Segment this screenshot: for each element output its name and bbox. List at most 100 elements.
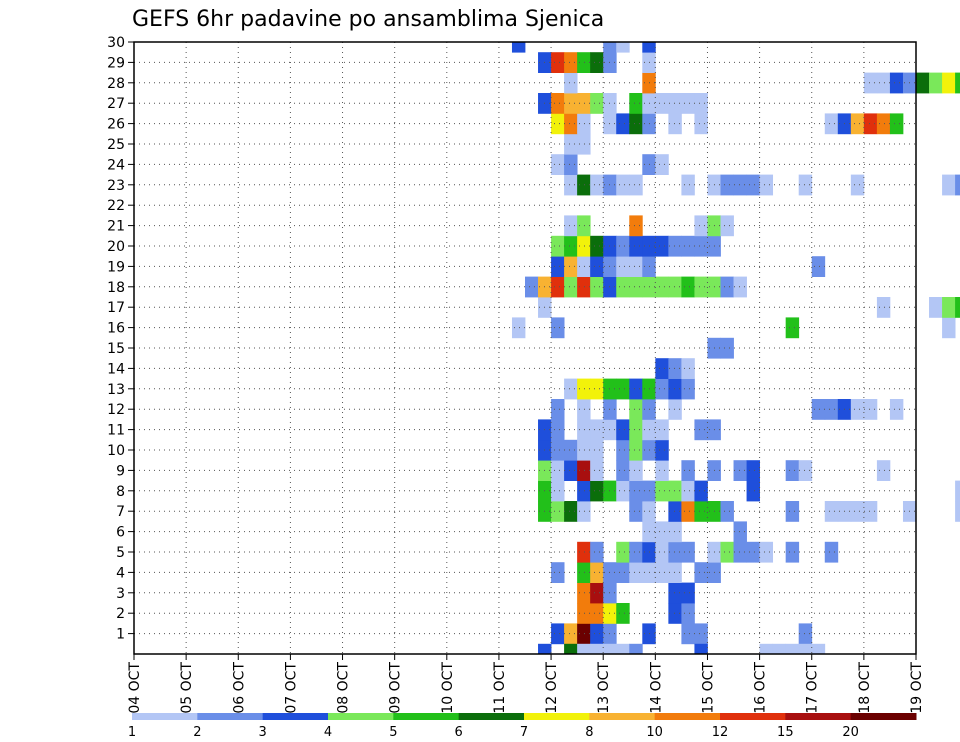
- heatmap-cell: [551, 235, 565, 257]
- heatmap-cell: [668, 358, 682, 379]
- heatmap-cell: [629, 460, 643, 481]
- heatmap-cell: [616, 276, 630, 298]
- heatmap-cell: [681, 358, 695, 379]
- heatmap-cell: [655, 276, 669, 298]
- colorbar-label: 15: [777, 725, 794, 740]
- heatmap-cell: [668, 521, 682, 543]
- heatmap-cell: [616, 439, 630, 461]
- colorbar-swatch: [785, 713, 852, 720]
- heatmap-cell: [551, 93, 565, 114]
- heatmap-cell: [655, 480, 669, 502]
- heatmap-cell: [955, 297, 960, 318]
- heatmap-cell: [746, 541, 760, 563]
- heatmap-cell: [590, 52, 604, 73]
- heatmap-cell: [551, 317, 565, 339]
- heatmap-cell: [720, 337, 734, 359]
- heatmap-cell: [590, 623, 604, 645]
- y-tick-label: 25: [107, 137, 125, 153]
- heatmap-cell: [590, 603, 604, 624]
- heatmap-cell: [577, 541, 591, 563]
- heatmap-cell: [590, 174, 604, 196]
- heatmap-cell: [577, 113, 591, 135]
- heatmap-cell: [785, 643, 800, 655]
- colorbar-swatch: [524, 713, 590, 720]
- heatmap-cell: [668, 378, 682, 400]
- heatmap-cell: [720, 174, 734, 196]
- heatmap-cell: [876, 72, 891, 94]
- heatmap-cell: [564, 501, 578, 522]
- heatmap-cell: [564, 52, 578, 73]
- heatmap-cell: [564, 439, 578, 461]
- heatmap-cell: [511, 317, 526, 339]
- heatmap-cell: [616, 378, 630, 400]
- heatmap-cell: [577, 235, 591, 257]
- heatmap-cell: [577, 378, 591, 400]
- heatmap-cell: [668, 582, 682, 604]
- heatmap-cell: [694, 643, 708, 655]
- heatmap-cell: [759, 174, 774, 196]
- y-tick-label: 14: [107, 361, 125, 377]
- y-tick-label: 20: [107, 239, 125, 255]
- heatmap-cell: [616, 235, 630, 257]
- colorbar-swatch: [654, 713, 721, 720]
- heatmap-cell: [551, 399, 565, 420]
- heatmap-cell: [564, 643, 578, 655]
- heatmap-cell: [564, 623, 578, 645]
- heatmap-cell: [681, 623, 695, 645]
- y-tick-label: 16: [107, 321, 125, 337]
- colorbar: 1 2 3 4 5 6 7 8 10 12 15 20: [128, 713, 917, 740]
- heatmap-cell: [551, 256, 565, 277]
- heatmap-cell: [655, 419, 669, 441]
- y-tick-label: 18: [107, 280, 125, 296]
- heatmap-cell: [798, 174, 813, 196]
- heatmap-cell: [616, 603, 630, 624]
- heatmap-cell: [876, 297, 891, 318]
- heatmap-cell: [929, 72, 943, 94]
- heatmap-cell: [655, 460, 669, 481]
- y-tick-label: 3: [116, 586, 125, 602]
- heatmap-cell: [577, 623, 591, 645]
- heatmap-cell: [850, 399, 865, 420]
- y-tick-label: 27: [107, 96, 125, 112]
- heatmap-cell: [616, 419, 630, 441]
- heatmap-cell: [629, 235, 643, 257]
- heatmap-cell: [551, 562, 565, 583]
- heatmap-cell: [681, 378, 695, 400]
- colorbar-swatch: [589, 713, 656, 720]
- y-tick-label: 15: [107, 341, 125, 357]
- heatmap-cell: [629, 215, 643, 237]
- heatmap-cell: [694, 113, 708, 135]
- heatmap-cell: [720, 541, 734, 563]
- heatmap-cell: [668, 562, 682, 583]
- y-tick-label: 28: [107, 76, 125, 92]
- heatmap-cell: [551, 480, 565, 502]
- colorbar-label: 1: [128, 725, 136, 740]
- colorbar-label: 6: [455, 725, 463, 740]
- heatmap-cell: [564, 256, 578, 277]
- colorbar-swatch: [197, 713, 264, 720]
- heatmap-cell: [616, 174, 630, 196]
- heatmap-cell: [681, 501, 695, 522]
- y-tick-label: 30: [107, 35, 125, 51]
- heatmap-cell: [668, 235, 682, 257]
- heatmap-cell: [590, 562, 604, 583]
- heatmap-cell: [850, 113, 865, 135]
- heatmap-cell: [798, 623, 813, 645]
- heatmap-cell: [564, 378, 578, 400]
- heatmap-cell: [564, 72, 578, 94]
- heatmap-cell: [577, 439, 591, 461]
- heatmap-cell: [694, 235, 708, 257]
- colorbar-label: 10: [646, 725, 663, 740]
- heatmap-cell: [564, 174, 578, 196]
- y-tick-label: 9: [116, 463, 125, 479]
- colorbar-swatch: [458, 713, 525, 720]
- heatmap-cell: [564, 154, 578, 175]
- heatmap-cell: [811, 256, 826, 277]
- heatmap-cell: [694, 562, 708, 583]
- heatmap-cell: [668, 480, 682, 502]
- y-tick-label: 8: [116, 484, 125, 500]
- heatmap-cell: [564, 460, 578, 481]
- heatmap-cell: [785, 460, 800, 481]
- y-tick-label: 22: [107, 198, 125, 214]
- heatmap-cell: [955, 480, 960, 502]
